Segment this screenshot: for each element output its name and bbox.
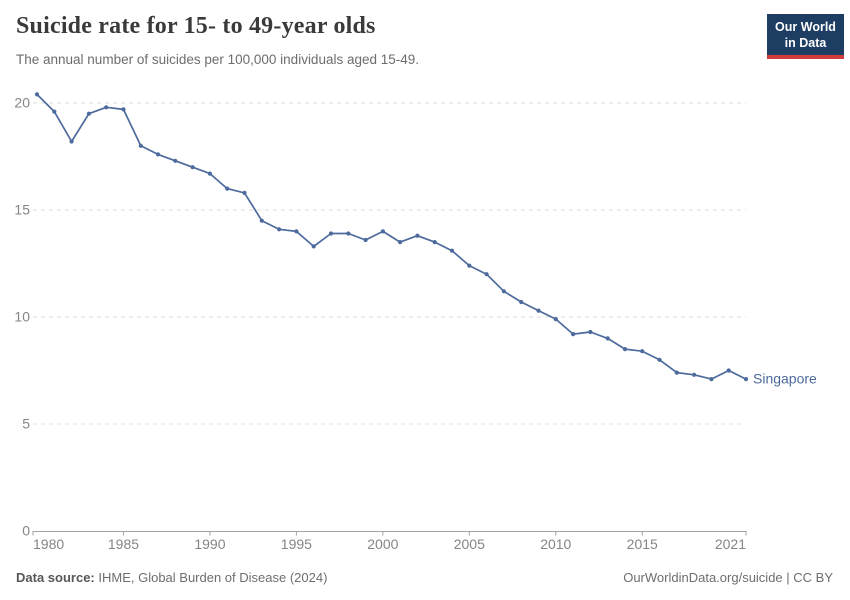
x-tick-label-2015: 2015 [627,536,658,552]
page-title: Suicide rate for 15- to 49-year olds [16,13,376,39]
data-point-1983[interactable] [86,111,91,116]
y-tick-label-5: 5 [22,416,30,432]
data-source: Data source: IHME, Global Burden of Dise… [16,570,327,585]
data-point-1991[interactable] [225,186,230,191]
y-tick-label-0: 0 [22,523,30,539]
series-end-label[interactable]: Singapore [753,371,817,387]
data-point-1984[interactable] [104,105,109,110]
data-point-2002[interactable] [415,233,420,238]
x-tick-label-1985: 1985 [108,536,139,552]
data-point-1985[interactable] [121,107,126,112]
chart-footer: Data source: IHME, Global Burden of Dise… [16,570,833,585]
x-tick-label-1990: 1990 [194,536,225,552]
data-point-2004[interactable] [449,248,455,253]
data-point-1988[interactable] [173,158,178,163]
series-line-singapore [36,93,747,380]
x-tick-label-2005: 2005 [454,536,485,552]
data-point-1992[interactable] [242,190,247,195]
data-point-1996[interactable] [311,244,316,249]
data-point-2005[interactable] [467,263,472,268]
data-point-1989[interactable] [190,165,195,170]
data-point-1980[interactable] [34,92,40,97]
owid-logo-line1: Our World [775,20,836,34]
data-point-1995[interactable] [294,229,299,234]
data-point-1982[interactable] [69,139,74,144]
y-tick-label-10: 10 [14,309,30,325]
owid-logo-line2: in Data [784,36,827,50]
chart-subtitle: The annual number of suicides per 100,00… [16,52,420,67]
data-point-2003[interactable] [432,240,437,245]
data-point-1997[interactable] [328,231,334,236]
data-point-2009[interactable] [536,308,541,313]
data-point-2012[interactable] [588,329,593,335]
data-point-2020[interactable] [726,368,731,373]
data-point-1999[interactable] [363,237,368,243]
data-point-2015[interactable] [640,349,645,354]
attribution: OurWorldinData.org/suicide | CC BY [623,570,833,585]
data-source-value: IHME, Global Burden of Disease (2024) [94,570,328,585]
data-point-1986[interactable] [138,143,143,148]
data-point-2011[interactable] [571,332,576,337]
data-point-2017[interactable] [674,370,679,375]
x-tick-label-1980: 1980 [33,536,64,552]
data-point-2000[interactable] [380,229,385,234]
data-point-2021[interactable] [743,377,749,382]
owid-logo: Our World in Data [767,14,844,59]
data-point-1993[interactable] [259,218,264,223]
data-source-label: Data source: [16,570,95,585]
data-point-2016[interactable] [657,357,662,362]
data-point-2019[interactable] [709,377,714,382]
data-point-2001[interactable] [398,240,403,245]
data-point-1994[interactable] [277,227,282,232]
x-tick-label-2000: 2000 [367,536,398,552]
data-point-2006[interactable] [484,272,489,277]
y-tick-label-20: 20 [14,95,30,111]
data-point-1990[interactable] [207,171,212,176]
data-point-2010[interactable] [553,317,558,322]
data-point-1998[interactable] [346,231,351,236]
data-point-2007[interactable] [501,289,506,294]
data-point-1987[interactable] [155,152,161,157]
data-point-2013[interactable] [605,336,610,341]
data-point-2018[interactable] [692,372,697,377]
x-tick-label-2010: 2010 [540,536,571,552]
x-tick-label-1995: 1995 [281,536,312,552]
x-tick-label-2021: 2021 [715,536,746,552]
y-tick-label-15: 15 [14,202,30,218]
data-point-1981[interactable] [52,109,57,114]
data-point-2008[interactable] [519,299,524,305]
data-point-2014[interactable] [622,347,628,352]
